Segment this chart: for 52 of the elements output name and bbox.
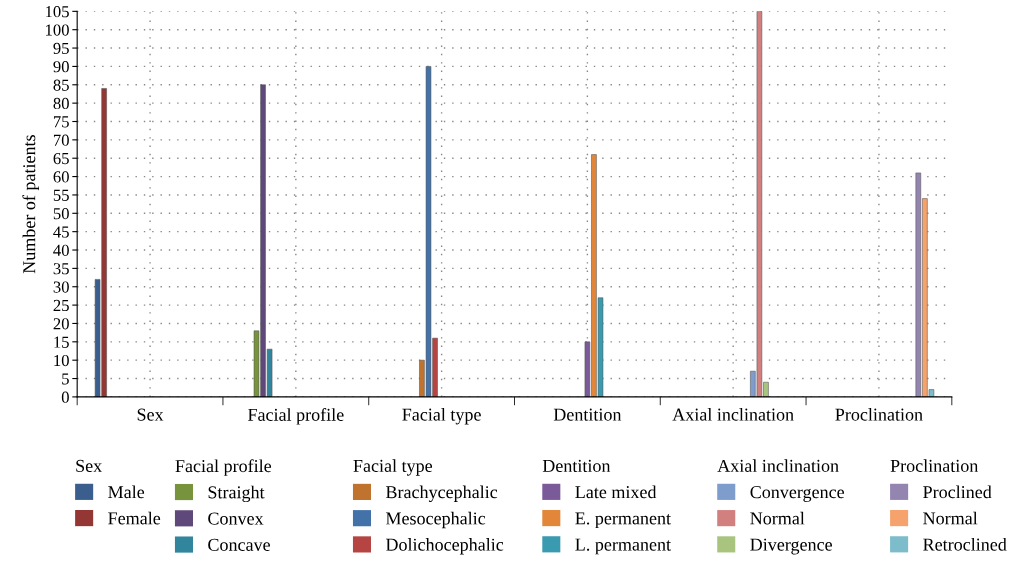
legend-label: Retroclined <box>923 537 1007 551</box>
legend-label: Convergence <box>750 486 845 502</box>
text: Dentition <box>542 459 611 472</box>
x-tick-label: Dentition <box>553 408 622 421</box>
legend-label: Brachycephalic <box>385 485 498 502</box>
y-tick-label: 95 <box>53 42 69 55</box>
y-tick-label: 85 <box>53 79 69 91</box>
legend-label: Dolichocephalic <box>385 538 504 555</box>
y-tick-label: 90 <box>53 61 69 73</box>
x-tick-label: Axial inclination <box>672 408 794 421</box>
text: Facial profile <box>175 459 272 476</box>
legend-label: Female <box>108 511 161 525</box>
y-tick-label: 60 <box>53 171 69 183</box>
y-tick-label: 35 <box>53 263 69 275</box>
y-tick-label: 5 <box>62 373 69 385</box>
x-tick-label: Facial profile <box>247 408 344 425</box>
y-tick-label: 100 <box>46 24 69 36</box>
text: Proclination <box>890 459 979 472</box>
legend-label: Mesocephalic <box>385 511 486 529</box>
y-tick-label: 105 <box>46 6 69 18</box>
y-tick-label: 65 <box>53 152 69 165</box>
y-tick-label: 20 <box>53 318 69 330</box>
y-tick-label: 55 <box>53 189 69 201</box>
y-tick-label: 0 <box>61 391 69 403</box>
y-tick-label: 30 <box>53 281 69 293</box>
y-tick-label: 25 <box>53 299 69 312</box>
legend-label: Concave <box>208 538 270 551</box>
legend-label: L. permanent <box>575 538 671 555</box>
legend-label: Normal <box>923 511 978 525</box>
x-tick-label: Sex <box>137 408 164 421</box>
y-tick-label: 80 <box>53 97 69 110</box>
x-tick-label: Proclination <box>835 408 923 421</box>
y-axis-title: Number of patients <box>22 135 39 274</box>
text: Axial inclination <box>717 459 839 472</box>
legend-label: Late mixed <box>575 485 657 499</box>
y-tick-label: 75 <box>53 116 69 128</box>
y-tick-label: 45 <box>53 226 69 238</box>
legend-label: Proclined <box>923 485 992 499</box>
legend-label: Male <box>108 485 145 499</box>
y-tick-label: 40 <box>53 244 69 256</box>
text: Sex <box>76 459 102 472</box>
legend-label: E. permanent <box>575 512 671 529</box>
legend-label: Divergence <box>750 538 832 555</box>
y-tick-label: 15 <box>54 336 69 348</box>
x-tick-label: Facial type <box>402 408 481 425</box>
text: Facial type <box>353 459 433 476</box>
y-tick-label: 70 <box>53 134 69 146</box>
legend-label: Convex <box>208 512 264 525</box>
legend-label: Normal <box>750 511 805 525</box>
legend-label: Straight <box>208 485 265 503</box>
y-tick-label: 10 <box>54 354 69 367</box>
y-tick-label: 50 <box>53 208 69 220</box>
